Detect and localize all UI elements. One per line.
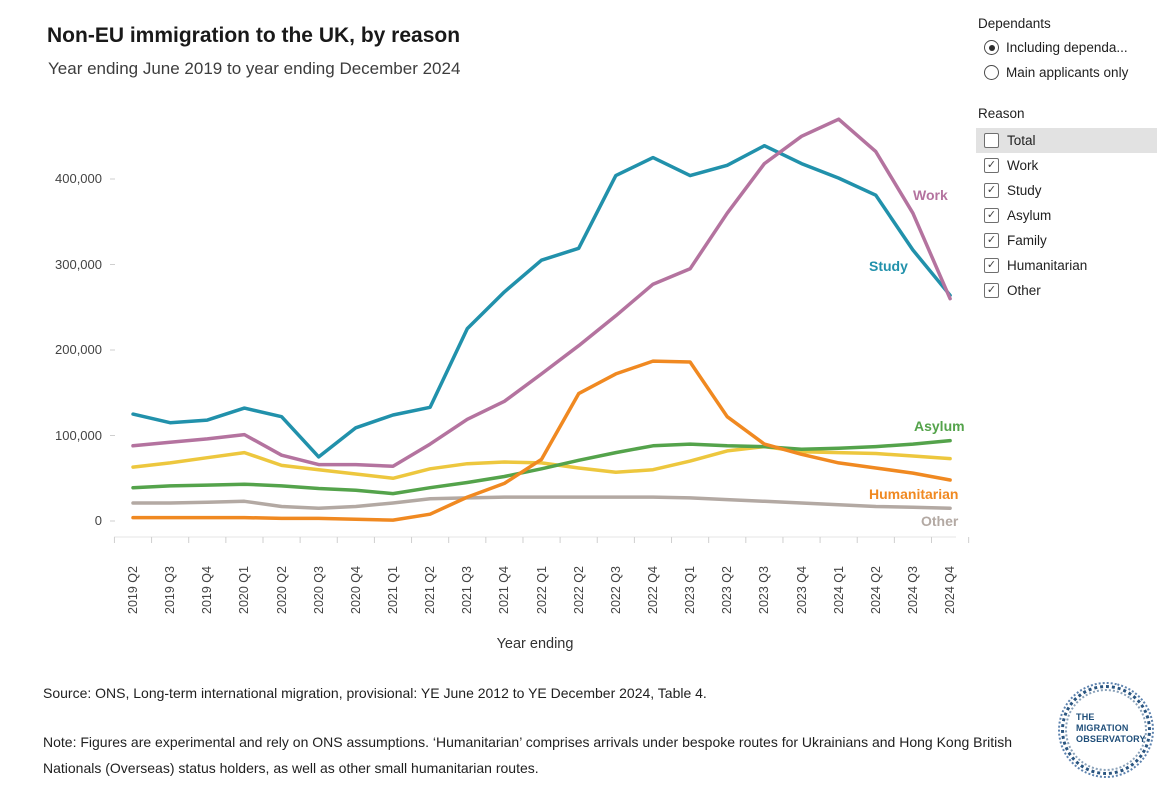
x-tick-label: 2020 Q1 [237, 566, 252, 614]
line-series-family[interactable] [131, 444, 952, 481]
x-tick-label: 2023 Q2 [720, 566, 735, 614]
x-tick-label: 2022 Q3 [608, 566, 623, 614]
x-tick-label: 2024 Q3 [905, 566, 920, 614]
dependants-filter-label: Dependants [978, 16, 1051, 31]
reason-option-total[interactable]: Total [976, 128, 1157, 153]
series-label-humanitarian: Humanitarian [869, 486, 959, 502]
x-tick-label: 2021 Q3 [460, 566, 475, 614]
reason-option-label: Total [1007, 133, 1036, 148]
series-label-work: Work [913, 187, 948, 203]
line-series-work[interactable] [131, 117, 952, 469]
x-tick-label: 2021 Q2 [423, 566, 438, 614]
reason-option-label: Asylum [1007, 208, 1052, 223]
reason-option-other[interactable]: ✓ Other [976, 278, 1157, 303]
x-tick-label: 2024 Q1 [831, 566, 846, 614]
reason-option-label: Humanitarian [1007, 258, 1088, 273]
checkbox-unchecked-icon [984, 133, 999, 148]
reason-checkbox-list: Total ✓ Work ✓ Study ✓ Asylum ✓ Family ✓ Humanitar… [976, 128, 1157, 303]
checkbox-checked-icon: ✓ [984, 233, 999, 248]
x-tick-label: 2020 Q3 [311, 566, 326, 614]
y-tick-label: 100,000 [55, 427, 102, 443]
reason-option-family[interactable]: ✓ Family [976, 228, 1157, 253]
x-tick-label: 2021 Q4 [497, 566, 512, 614]
checkbox-checked-icon: ✓ [984, 183, 999, 198]
reason-option-humanitarian[interactable]: ✓ Humanitarian [976, 253, 1157, 278]
methodology-note: Note: Figures are experimental and rely … [43, 734, 1013, 776]
chart-title: Non-EU immigration to the UK, by reason [47, 24, 461, 47]
reason-option-label: Work [1007, 158, 1039, 173]
x-tick-label: 2019 Q4 [200, 566, 215, 614]
radio-label: Including dependa... [1006, 40, 1128, 55]
checkbox-checked-icon: ✓ [984, 258, 999, 273]
radio-including-dependants[interactable]: Including dependa... [984, 40, 1128, 55]
line-series-study[interactable] [131, 143, 952, 459]
migration-observatory-logo: THE MIGRATION OBSERVATORY [1047, 671, 1165, 789]
line-series-other[interactable] [131, 495, 952, 510]
x-tick-label: 2019 Q2 [126, 566, 140, 614]
logo-text: THE MIGRATION OBSERVATORY [1076, 712, 1146, 744]
x-tick-label: 2020 Q4 [348, 566, 363, 614]
y-tick-label: 400,000 [55, 171, 102, 186]
reason-filter-label: Reason [978, 106, 1025, 121]
series-label-asylum: Asylum [914, 418, 965, 434]
reason-option-asylum[interactable]: ✓ Asylum [976, 203, 1157, 228]
line-series-humanitarian[interactable] [131, 359, 952, 522]
x-tick-label: 2021 Q1 [385, 566, 400, 614]
line-series-asylum[interactable] [131, 438, 952, 496]
radio-unselected-icon [984, 65, 999, 80]
x-tick-label: 2023 Q3 [757, 566, 772, 614]
y-tick-label: 300,000 [55, 256, 102, 272]
x-tick-label: 2022 Q2 [571, 566, 586, 614]
x-tick-label: 2022 Q1 [534, 566, 549, 614]
x-tick-label: 2022 Q4 [645, 566, 660, 614]
x-tick-label: 2023 Q1 [683, 566, 698, 614]
y-tick-label: 0 [94, 513, 102, 528]
checkbox-checked-icon: ✓ [984, 158, 999, 173]
radio-main-applicants-only[interactable]: Main applicants only [984, 65, 1128, 80]
reason-option-study[interactable]: ✓ Study [976, 178, 1157, 203]
checkbox-checked-icon: ✓ [984, 208, 999, 223]
x-tick-label: 2024 Q4 [943, 566, 958, 614]
radio-label: Main applicants only [1006, 65, 1129, 80]
x-tick-label: 2020 Q2 [274, 566, 289, 614]
y-tick-label: 200,000 [55, 342, 102, 357]
line-chart[interactable] [110, 110, 970, 545]
checkbox-checked-icon: ✓ [984, 283, 999, 298]
radio-selected-icon [984, 40, 999, 55]
series-label-other: Other [921, 513, 959, 529]
reason-option-label: Study [1007, 183, 1042, 198]
series-label-study: Study [869, 258, 908, 274]
source-note: Source: ONS, Long-term international mig… [43, 685, 707, 701]
x-tick-label: 2023 Q4 [794, 566, 809, 614]
x-tick-label: 2024 Q2 [868, 566, 883, 614]
logo-dotted-ring [1061, 685, 1151, 775]
reason-option-label: Other [1007, 283, 1041, 298]
x-axis-title: Year ending [496, 636, 574, 652]
reason-option-work[interactable]: ✓ Work [976, 153, 1157, 178]
reason-option-label: Family [1007, 233, 1047, 248]
chart-subtitle: Year ending June 2019 to year ending Dec… [48, 59, 461, 78]
x-tick-label: 2019 Q3 [163, 566, 178, 614]
